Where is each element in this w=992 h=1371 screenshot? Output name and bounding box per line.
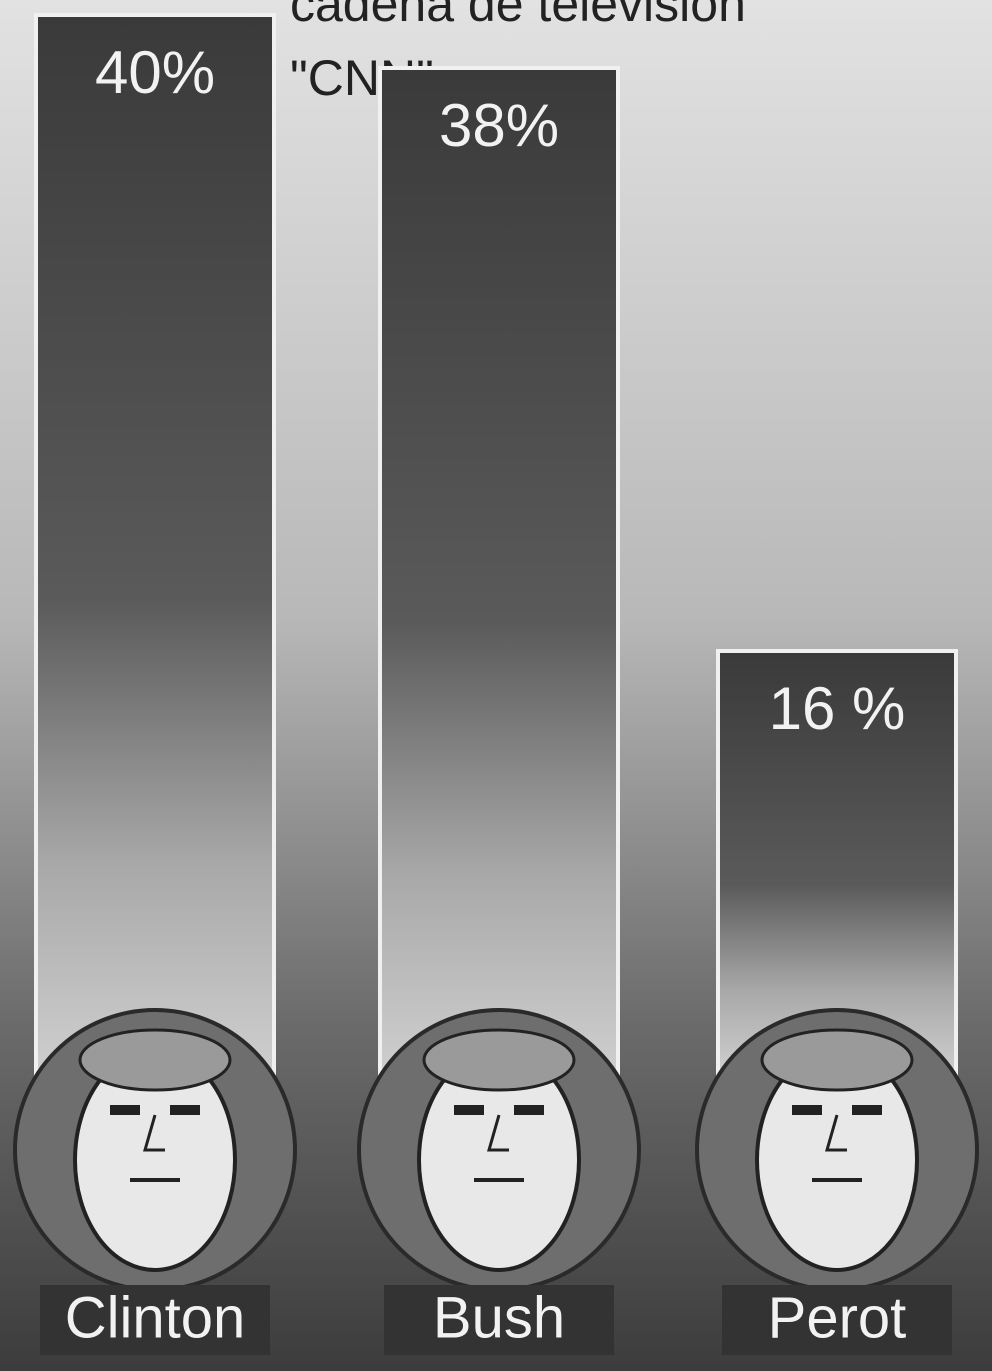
caption-line: cadena de televisión — [290, 0, 746, 32]
value-label: 38% — [439, 92, 559, 159]
portrait-eye — [454, 1105, 484, 1115]
portrait-eye — [514, 1105, 544, 1115]
portrait-eye — [110, 1105, 140, 1115]
portrait-hair — [424, 1030, 574, 1090]
portrait-eye — [852, 1105, 882, 1115]
bar — [380, 68, 618, 1075]
x-tick-label: Clinton — [65, 1285, 246, 1350]
x-tick-label: Bush — [433, 1285, 565, 1350]
portrait-eye — [792, 1105, 822, 1115]
portrait-eye — [170, 1105, 200, 1115]
page: cadena de televisión "CNN" 40%Clinton38%… — [0, 0, 992, 1371]
portrait-hair — [762, 1030, 912, 1090]
bar — [36, 15, 274, 1075]
x-tick-label: Perot — [768, 1285, 907, 1350]
portrait-hair — [80, 1030, 230, 1090]
value-label: 16 % — [769, 675, 906, 742]
chart: cadena de televisión "CNN" 40%Clinton38%… — [0, 0, 992, 1371]
value-label: 40% — [95, 39, 215, 106]
